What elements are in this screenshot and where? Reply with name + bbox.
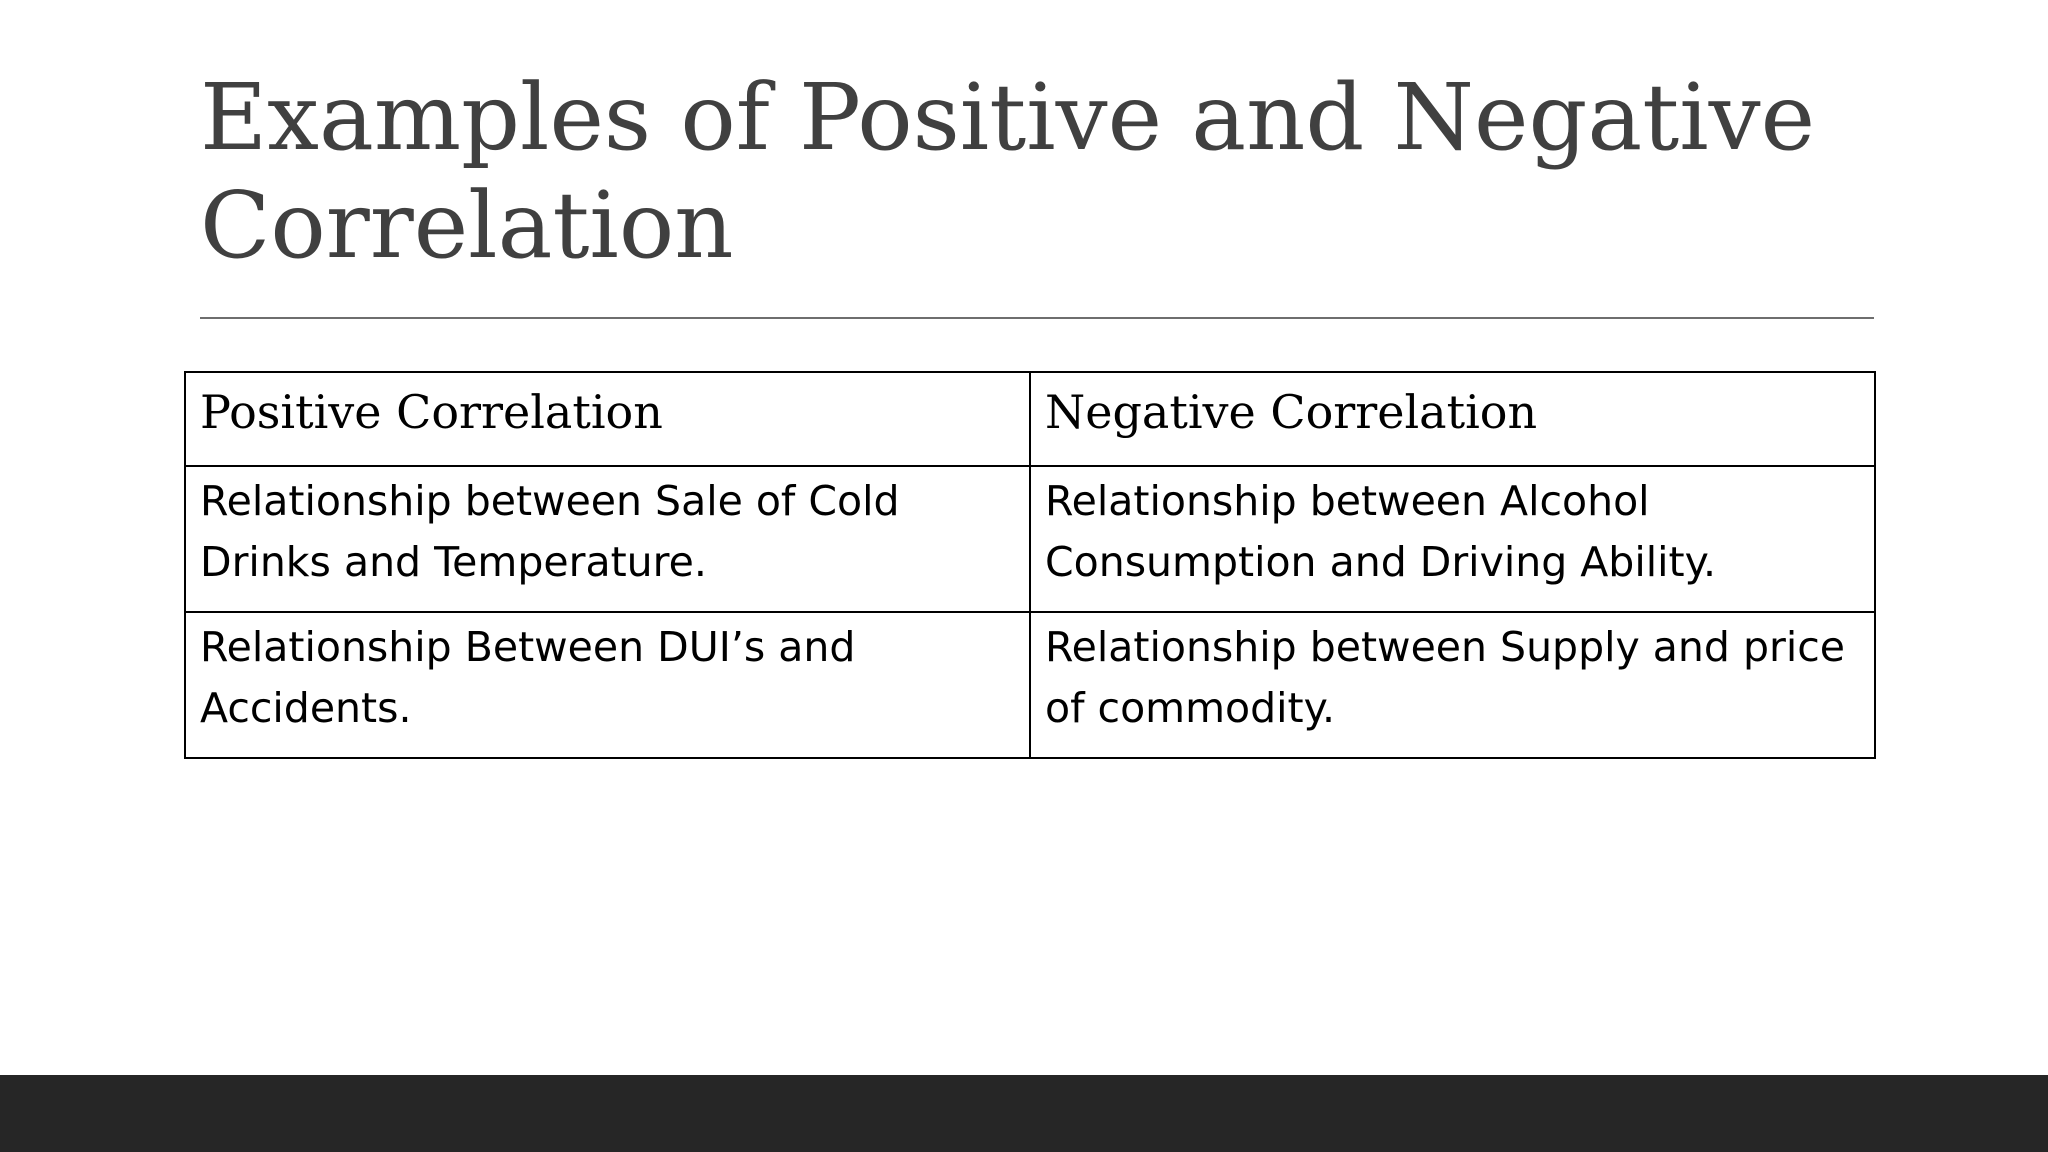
slide-title-line-2: Correlation: [200, 172, 734, 279]
table-cell: Relationship between Alcohol Consumption…: [1029, 465, 1876, 613]
table-header-row: Positive Correlation Negative Correlatio…: [184, 371, 1876, 467]
table-row: Relationship between Sale of Cold Drinks…: [184, 465, 1876, 613]
header-negative-correlation: Negative Correlation: [1029, 371, 1876, 467]
table-row: Relationship Between DUI’s and Accidents…: [184, 611, 1876, 759]
header-positive-correlation: Positive Correlation: [184, 371, 1031, 467]
slide-title-line-1: Examples of Positive and Negative: [200, 64, 1816, 171]
slide-title: Examples of Positive and Negative Correl…: [200, 64, 1900, 280]
title-divider: [200, 317, 1874, 319]
footer-bar: [0, 1075, 2048, 1152]
table-cell: Relationship between Sale of Cold Drinks…: [184, 465, 1031, 613]
table-cell: Relationship Between DUI’s and Accidents…: [184, 611, 1031, 759]
table-cell: Relationship between Supply and price of…: [1029, 611, 1876, 759]
correlation-table: Positive Correlation Negative Correlatio…: [184, 371, 1876, 759]
